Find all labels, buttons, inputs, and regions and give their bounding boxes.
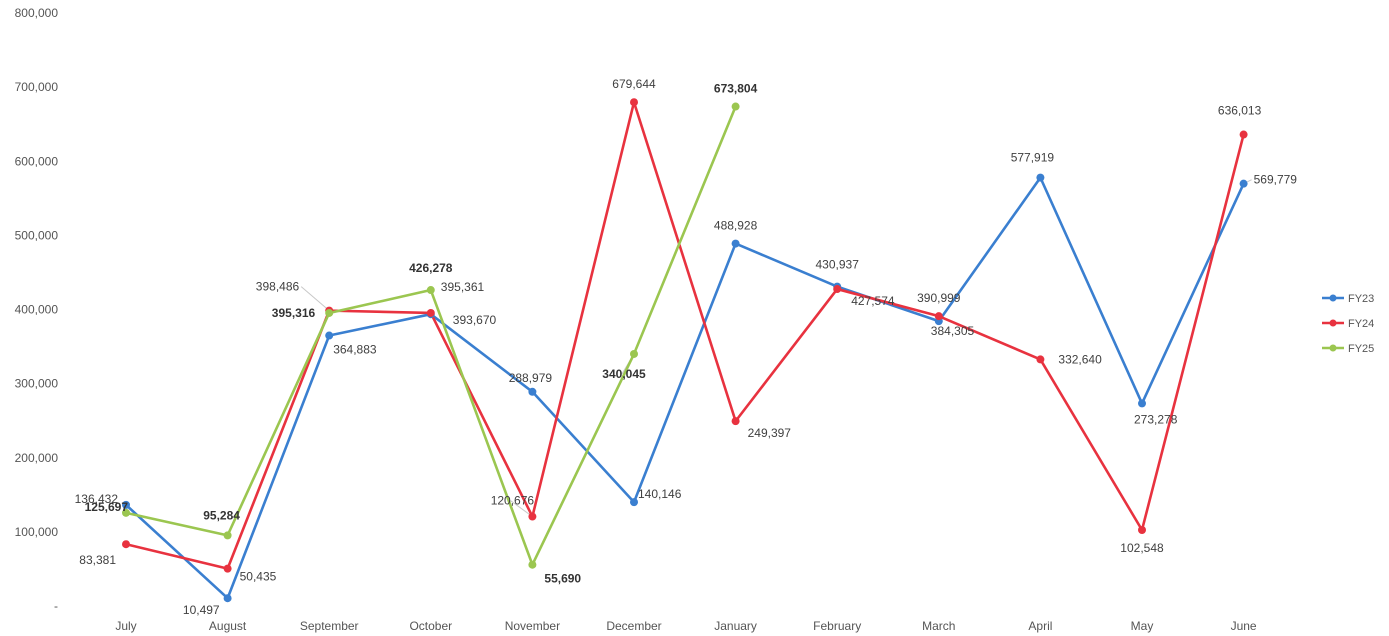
data-point-fy23 [630, 498, 638, 507]
data-label-fy24: 636,013 [1218, 104, 1262, 118]
y-tick-label: 200,000 [15, 451, 59, 465]
x-tick-label: February [813, 619, 861, 633]
data-point-fy23 [1138, 399, 1146, 408]
data-label-fy24: 427,574 [851, 294, 895, 308]
data-label-fy25: 125,697 [85, 500, 129, 514]
data-point-fy25 [122, 508, 130, 517]
label-leader-line [510, 500, 533, 517]
data-label-fy23: 488,928 [714, 219, 758, 233]
data-label-fy25: 673,804 [714, 82, 758, 96]
data-label-fy24: 83,381 [79, 553, 116, 567]
data-label-fy23: 136,432 [75, 492, 119, 506]
data-point-fy23 [223, 594, 232, 603]
label-leader-line [300, 286, 330, 312]
x-tick-label: June [1231, 619, 1257, 633]
data-label-fy25: 426,278 [409, 261, 453, 275]
data-label-fy23: 288,979 [509, 371, 553, 385]
data-point-fy24 [833, 285, 842, 294]
y-tick-label: 300,000 [15, 377, 59, 391]
data-label-fy23: 10,497 [183, 603, 220, 617]
x-tick-label: August [209, 619, 247, 633]
y-tick-label: 800,000 [15, 6, 59, 20]
data-label-fy23: 364,883 [333, 343, 377, 357]
data-label-fy25: 340,045 [602, 367, 646, 381]
data-point-fy23 [122, 500, 130, 509]
data-point-fy23 [528, 387, 537, 396]
data-label-fy25: 95,284 [203, 508, 240, 522]
data-point-fy23 [1036, 173, 1045, 182]
data-point-fy24 [122, 540, 130, 549]
data-point-fy25 [426, 286, 435, 295]
data-label-fy25: 395,316 [272, 306, 316, 320]
y-tick-label: 500,000 [15, 228, 59, 242]
data-label-fy23: 577,919 [1011, 151, 1055, 165]
x-tick-label: September [300, 619, 359, 633]
data-point-fy25 [528, 560, 537, 569]
data-point-fy24 [934, 312, 943, 321]
y-axis: - 100,000 200,000 300,000 400,000 500,000 600,… [15, 6, 59, 613]
legend-label: FY25 [1348, 343, 1374, 355]
y-tick-label: 100,000 [15, 525, 59, 539]
label-leader-lines [300, 179, 1252, 517]
series-line-fy24 [124, 100, 1245, 570]
data-label-fy24: 332,640 [1058, 352, 1102, 366]
data-point-fy24 [731, 417, 740, 426]
x-tick-label: April [1028, 619, 1052, 633]
y-tick-label: - [54, 599, 58, 613]
data-point-fy23 [325, 331, 334, 340]
x-tick-label: November [505, 619, 560, 633]
y-tick-label: 700,000 [15, 80, 59, 94]
data-label-fy24: 50,435 [240, 570, 277, 584]
data-point-fy24 [1036, 355, 1045, 364]
data-label-fy23: 393,670 [453, 313, 497, 327]
data-label-fy24: 249,397 [748, 426, 792, 440]
x-tick-label: May [1131, 619, 1154, 633]
data-point-fy24 [1239, 130, 1248, 139]
series-lines [124, 100, 1245, 600]
data-point-fy24 [1138, 525, 1146, 534]
y-tick-label: 400,000 [15, 303, 59, 317]
data-point-fy24 [426, 308, 435, 317]
data-label-fy24: 120,676 [491, 494, 535, 508]
y-tick-label: 600,000 [15, 154, 59, 168]
legend-label: FY24 [1348, 318, 1374, 330]
x-tick-label: December [606, 619, 661, 633]
data-label-fy23: 430,937 [816, 258, 860, 272]
series-line-fy23 [124, 176, 1245, 600]
data-label-fy23: 569,779 [1254, 173, 1298, 187]
data-label-fy23: 384,305 [931, 324, 975, 338]
x-tick-label: March [922, 619, 955, 633]
legend-swatch-marker [1329, 294, 1337, 302]
legend-swatch-marker [1329, 344, 1337, 352]
series-points [122, 98, 1248, 603]
data-point-fy24 [223, 564, 232, 573]
data-label-fy25: 55,690 [544, 572, 581, 586]
legend: FY23 FY24 FY25 [1322, 293, 1374, 355]
data-labels: 136,432 10,497 364,883 393,670 288,979 140,14… [75, 77, 1298, 617]
data-label-fy24: 398,486 [256, 280, 300, 294]
data-label-fy24: 390,999 [917, 291, 961, 305]
x-tick-label: January [714, 619, 757, 633]
data-point-fy25 [223, 531, 232, 540]
data-label-fy24: 679,644 [612, 77, 656, 91]
data-point-fy24 [528, 512, 537, 521]
data-point-fy24 [630, 98, 638, 107]
data-label-fy24: 395,361 [441, 280, 485, 294]
data-point-fy23 [731, 239, 740, 248]
data-point-fy23 [1239, 179, 1248, 188]
x-tick-label: July [115, 619, 136, 633]
data-point-fy25 [325, 308, 334, 317]
x-tick-label: October [409, 619, 452, 633]
legend-swatch-marker [1329, 319, 1337, 327]
x-axis: July August September October November Decemb… [115, 619, 1257, 633]
data-label-fy23: 273,278 [1134, 412, 1178, 426]
data-label-fy23: 140,146 [638, 487, 682, 501]
legend-label: FY23 [1348, 293, 1374, 305]
data-point-fy25 [731, 102, 740, 111]
data-point-fy25 [630, 349, 638, 358]
data-label-fy24: 102,548 [1120, 541, 1164, 555]
